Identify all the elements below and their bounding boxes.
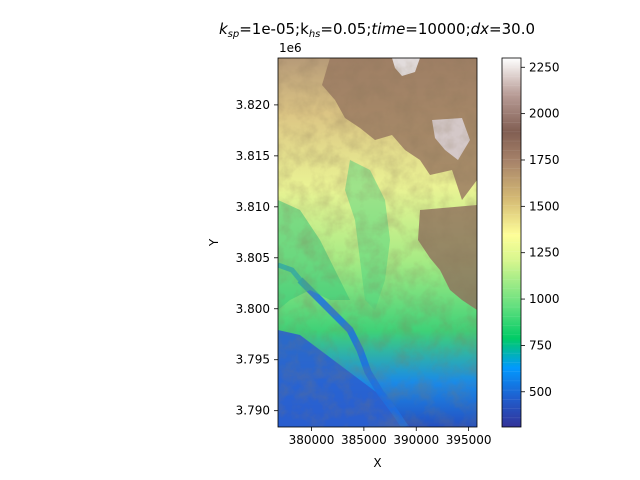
colorbar-tick-label: 1750 — [529, 153, 560, 167]
colorbar-levels — [502, 66, 521, 419]
y-tick-label: 3.790 — [236, 404, 270, 418]
colorbar-tick-label: 2000 — [529, 107, 560, 121]
y-axis-ticks: 3.790 3.795 3.800 3.805 3.810 3.815 3.820 — [236, 98, 278, 418]
x-axis-ticks: 380000 385000 390000 395000 — [289, 427, 492, 447]
y-tick-label: 3.805 — [236, 251, 270, 265]
x-tick-label: 385000 — [341, 433, 387, 447]
colorbar-tick-label: 1000 — [529, 292, 560, 306]
x-tick-label: 380000 — [289, 433, 335, 447]
y-tick-label: 3.800 — [236, 302, 270, 316]
colorbar-gradient — [502, 58, 521, 427]
x-tick-label: 390000 — [393, 433, 439, 447]
colorbar-tick-label: 2250 — [529, 60, 560, 74]
elevation-map — [278, 58, 477, 427]
colorbar-tick-label: 500 — [529, 385, 552, 399]
y-tick-label: 3.820 — [236, 98, 270, 112]
y-axis-label: Y — [207, 238, 221, 247]
y-offset-label: 1e6 — [279, 41, 302, 55]
map-frame — [277, 57, 478, 428]
colorbar: 500 750 1000 1250 1500 1750 2000 2250 — [501, 57, 560, 428]
chart-title: ksp=1e-05;khs=0.05;time=10000;dx=30.0 — [219, 20, 535, 40]
colorbar-tick-label: 1500 — [529, 199, 560, 213]
x-axis-label: X — [373, 456, 381, 470]
x-tick-label: 395000 — [446, 433, 492, 447]
colorbar-tick-label: 1250 — [529, 246, 560, 260]
colorbar-tick-label: 750 — [529, 338, 552, 352]
relief-shading — [278, 58, 477, 427]
colorbar-frame — [501, 57, 522, 428]
colorbar-ticks: 500 750 1000 1250 1500 1750 2000 2250 — [521, 60, 560, 399]
y-tick-label: 3.810 — [236, 200, 270, 214]
y-tick-label: 3.795 — [236, 353, 270, 367]
y-tick-label: 3.815 — [236, 149, 270, 163]
